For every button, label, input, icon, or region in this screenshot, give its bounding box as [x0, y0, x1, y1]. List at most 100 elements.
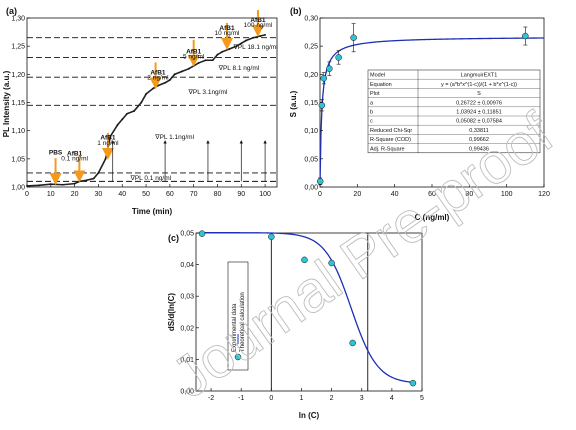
annotation-label: AfB1: [67, 150, 83, 157]
y-tick-label: 0,00: [304, 185, 318, 192]
x-tick-label: 20: [353, 191, 361, 198]
theoretical-curve: [199, 232, 417, 384]
data-point: [326, 65, 333, 72]
data-point: [318, 102, 326, 109]
y-tick-label: 0,15: [304, 100, 318, 107]
table-cell-value: y = (a*b*x^(1-c))/(1 + b*x^(1-c)): [441, 82, 517, 88]
x-tick-label: 3: [360, 395, 364, 402]
x-tick-label: 100: [259, 191, 271, 198]
pl-data-point: [121, 118, 124, 121]
table-cell-key: R-Square (COD): [370, 137, 411, 143]
x-tick-label: 120: [538, 191, 550, 198]
pl-data-point: [164, 81, 166, 84]
table-cell-key: b: [370, 110, 373, 116]
y-tick-label: 1,30: [11, 16, 25, 23]
x-tick-label: 1: [300, 395, 304, 402]
panel-b: (b) Model LangmuirEXT1 Equation y = (a*b*x^…: [289, 6, 550, 222]
y-tick-label: 0,25: [304, 44, 318, 51]
annotation-label: AfB1: [250, 17, 266, 24]
x-tick-label: 0: [269, 395, 273, 402]
table-cell-value: 0,99436: [469, 146, 489, 152]
table-cell-key: Model: [370, 73, 385, 79]
pl-data-point: [61, 183, 64, 186]
data-point: [320, 75, 327, 82]
fit-parameter-table: [367, 69, 541, 154]
annotation-label: ∇PL 1.1ng/ml: [154, 133, 194, 141]
pl-data-point: [85, 179, 88, 182]
data-point: [335, 54, 342, 61]
y-tick-label: 0,01: [180, 357, 194, 364]
table-cell-key: Adj. R-Square: [370, 146, 405, 152]
x-tick-label: 80: [214, 191, 222, 198]
table-cell-key: Plot: [370, 91, 380, 97]
x-tick-label: 4: [390, 395, 394, 402]
annotation-label: ∇PL 0.1 ng/ml: [130, 174, 172, 182]
pl-data-point: [157, 84, 159, 87]
data-point: [328, 259, 335, 267]
y-tick-label: 0,04: [180, 262, 194, 269]
annotation-label: AfB1: [100, 135, 116, 142]
x-tick-label: 80: [465, 191, 473, 198]
annotation-label: ∇PL 8.1 ng/ml: [218, 64, 260, 72]
x-tick-label: 70: [190, 191, 198, 198]
annotation-label: 10 ng/ml: [215, 30, 240, 37]
annotation-label: AfB1: [219, 25, 235, 32]
x-tick-label: 50: [142, 191, 150, 198]
annotation-label: AfB1: [150, 69, 166, 76]
pl-data-point: [104, 157, 107, 160]
panel-a-label: (a): [6, 6, 17, 16]
y-tick-label: 0,05: [304, 156, 318, 163]
pl-data-point: [180, 70, 183, 73]
table-cell-value: LangmuirEXT1: [461, 73, 498, 79]
panel-c: (c) -2 -1 0 1 2 3 4 5 0,00 0,01 0,02 0,03 0,04 0,05 E…: [167, 230, 424, 420]
x-tick-label: 10: [47, 191, 55, 198]
y-tick-label: 0,02: [180, 325, 194, 332]
x-tick-label: -2: [208, 395, 214, 402]
pl-data-point: [221, 50, 224, 53]
pl-data-point: [109, 135, 112, 138]
table-cell-value: S: [477, 91, 481, 97]
table-cell-value: 0,26722 ± 0,00976: [456, 100, 502, 106]
y-tick-label: 0,10: [304, 128, 318, 135]
data-point: [268, 233, 275, 241]
panel-a-xlabel: Time (min): [132, 207, 173, 216]
annotation-label: AfB1: [186, 48, 202, 55]
panel-a-ylabel: PL Intensity (a.u.): [2, 70, 11, 137]
data-point: [316, 178, 324, 185]
y-tick-label: 1,10: [11, 128, 25, 135]
table-cell-key: a: [370, 100, 374, 106]
annotation-label: 1 ng/ml: [97, 140, 119, 147]
pl-data-point: [78, 180, 81, 183]
x-tick-label: 2: [330, 395, 334, 402]
pl-data-point: [126, 112, 128, 115]
panel-c-frame: [195, 232, 423, 392]
legend-marker-icon: [234, 353, 242, 361]
watermark-text: Journal Pre-proof: [160, 100, 565, 411]
table-cell-value: 1,03924 ± 0,11851: [456, 110, 501, 116]
data-point: [409, 379, 417, 387]
pl-data-point: [245, 39, 247, 42]
y-tick-label: 1,00: [11, 185, 25, 192]
annotation-label: 0.1 ng/ml: [61, 156, 88, 163]
pl-data-point: [173, 73, 176, 76]
data-point: [350, 34, 357, 41]
y-tick-label: 0,03: [180, 294, 194, 301]
panel-c-xlabel: ln (C): [299, 411, 320, 420]
panel-c-legend: Experimental data Theoretical calculatio…: [227, 261, 249, 371]
pl-data-point: [73, 182, 76, 185]
table-cell-key: c: [370, 119, 373, 125]
y-tick-label: 1,15: [11, 100, 25, 107]
y-tick-label: 0,30: [304, 16, 318, 23]
panel-c-ylabel: dS/d(ln(C): [167, 293, 176, 332]
y-tick-label: 0,05: [180, 231, 194, 238]
x-tick-label: -1: [238, 395, 244, 402]
pl-data-point: [216, 53, 219, 56]
data-point: [349, 339, 356, 347]
table-cell-key: Reduced Chi-Sqr: [370, 128, 412, 134]
y-tick-label: 0,20: [304, 72, 318, 79]
table-cell-value: 0,05082 ± 0,07584: [456, 119, 502, 125]
pl-data-point: [140, 101, 143, 104]
pl-data-point: [133, 110, 136, 112]
x-tick-label: 40: [118, 191, 126, 198]
